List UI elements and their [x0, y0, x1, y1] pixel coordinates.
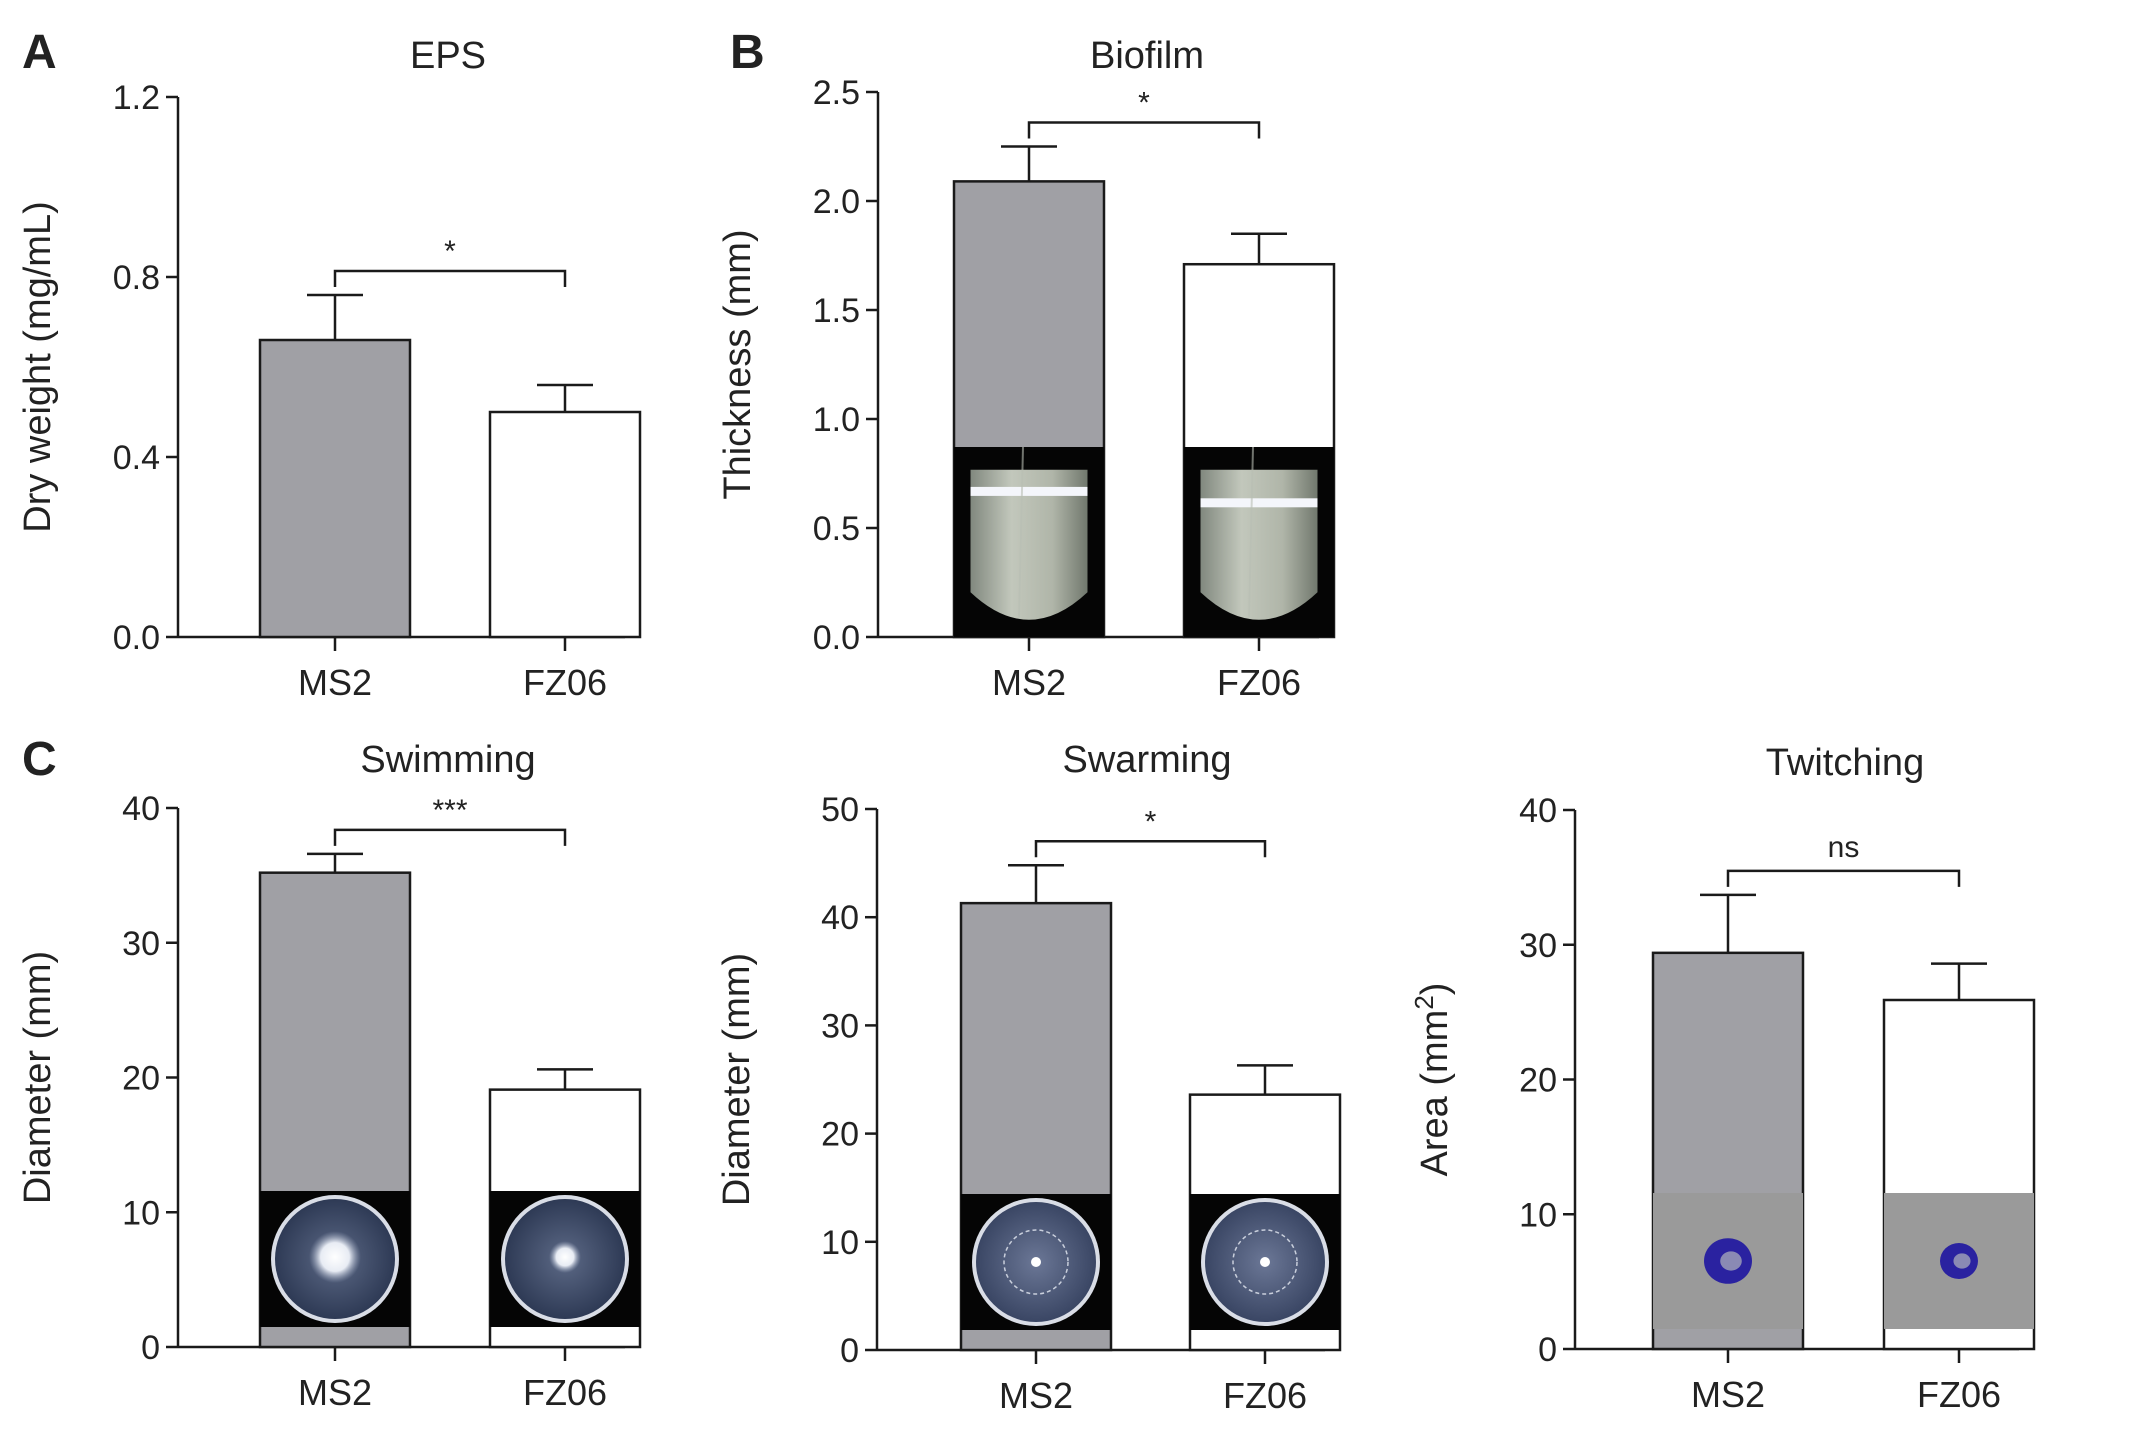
colony-spot [549, 1241, 581, 1273]
chart-title: Swarming [1063, 739, 1232, 781]
x-tick-label: MS2 [992, 662, 1066, 703]
significance-label: ns [1828, 831, 1860, 864]
x-tick-label: MS2 [999, 1375, 1073, 1416]
y-tick-label: 30 [122, 925, 160, 963]
y-tick-label: 1.0 [813, 401, 860, 439]
y-tick-label: 30 [821, 1007, 859, 1045]
significance-label: *** [432, 794, 467, 827]
bar-fz06 [488, 410, 642, 639]
x-tick-label: FZ06 [523, 1372, 607, 1413]
y-tick-label: 20 [1519, 1062, 1557, 1100]
y-tick-label: 0 [1538, 1331, 1557, 1369]
significance-label: * [444, 235, 456, 268]
inoculation-spot [1031, 1257, 1041, 1267]
y-axis-label: Dry weight (mg/mL) [17, 201, 59, 533]
eps-chart: EPS 0.0 0.4 0.8 1.2 Dry weight (mg/mL) MS2 FZ06… [17, 35, 642, 703]
x-tick-label: FZ06 [1917, 1374, 2001, 1415]
tube-reflection [1018, 446, 1024, 617]
y-tick-label: 0 [840, 1332, 859, 1370]
y-tick-label: 0.4 [113, 439, 160, 477]
y-axis-label: Thickness (mm) [717, 229, 759, 499]
swimming-chart: Swimming 0 10 20 30 40 Diameter (mm) MS2 FZ06 *** [17, 739, 642, 1413]
panel-letter-c: C [22, 733, 57, 786]
culture-tube [970, 469, 1088, 620]
chart-title: EPS [410, 35, 486, 77]
significance-bracket [1034, 840, 1267, 858]
x-tick-label: FZ06 [523, 662, 607, 703]
x-tick-label: FZ06 [1217, 662, 1301, 703]
twitching-chart: Twitching 0 10 20 30 40 Area (mm2) MS2 FZ06 ns [1409, 742, 2036, 1415]
y-tick-label: 0.0 [813, 619, 860, 657]
y-tick-label: 20 [821, 1116, 859, 1154]
y-tick-label: 0 [141, 1329, 160, 1367]
bar-ms2 [258, 338, 412, 639]
y-tick-label: 0.8 [113, 259, 160, 297]
y-tick-label: 50 [821, 791, 859, 829]
y-tick-label: 2.5 [813, 74, 860, 112]
chart-title: Biofilm [1090, 35, 1204, 77]
biofilm-layer [970, 486, 1088, 496]
y-tick-label: 40 [1519, 792, 1557, 830]
significance-bracket [1726, 869, 1961, 887]
y-tick-label: 0.0 [113, 619, 160, 657]
significance-bracket [333, 269, 567, 287]
y-axis-label: Area (mm2) [1409, 983, 1456, 1177]
y-axis-label: Diameter (mm) [716, 953, 758, 1206]
x-tick-label: MS2 [298, 1372, 372, 1413]
y-tick-label: 40 [122, 790, 160, 828]
swarming-chart: Swarming 0 10 20 30 40 50 Diameter (mm) MS2 FZ06 * [716, 739, 1342, 1416]
y-tick-label: 30 [1519, 927, 1557, 965]
chart-title: Swimming [360, 739, 535, 781]
y-tick-label: 20 [122, 1060, 160, 1098]
biofilm-layer [1200, 498, 1318, 508]
panel-letter-b: B [730, 26, 765, 79]
biofilm-chart: Biofilm 0.0 0.5 1.0 1.5 2.0 2.5 Thickness (mm) M… [717, 35, 1336, 703]
tube-reflection [1248, 446, 1254, 617]
significance-label: * [1138, 87, 1150, 120]
stain-center [1953, 1253, 1971, 1269]
significance-bracket [1027, 121, 1261, 139]
culture-tube [1200, 469, 1318, 620]
y-tick-label: 2.0 [813, 183, 860, 221]
y-tick-label: 10 [821, 1224, 859, 1262]
significance-label: * [1145, 805, 1157, 838]
y-tick-label: 40 [821, 899, 859, 937]
inoculation-spot [1260, 1257, 1270, 1267]
chart-title: Twitching [1766, 742, 1924, 784]
y-tick-label: 1.2 [113, 79, 160, 117]
significance-bracket [333, 828, 567, 846]
y-tick-label: 0.5 [813, 510, 860, 548]
y-axis-label: Diameter (mm) [17, 951, 59, 1204]
colony-spot [309, 1231, 361, 1283]
swarm-ring [1003, 1229, 1069, 1295]
y-tick-label: 10 [122, 1194, 160, 1232]
x-tick-label: MS2 [298, 662, 372, 703]
swarm-ring [1232, 1229, 1298, 1295]
stain-center [1720, 1251, 1742, 1271]
x-tick-label: FZ06 [1223, 1375, 1307, 1416]
y-tick-label: 1.5 [813, 292, 860, 330]
x-tick-label: MS2 [1691, 1374, 1765, 1415]
y-tick-label: 10 [1519, 1196, 1557, 1234]
panel-letter-a: A [22, 26, 57, 79]
